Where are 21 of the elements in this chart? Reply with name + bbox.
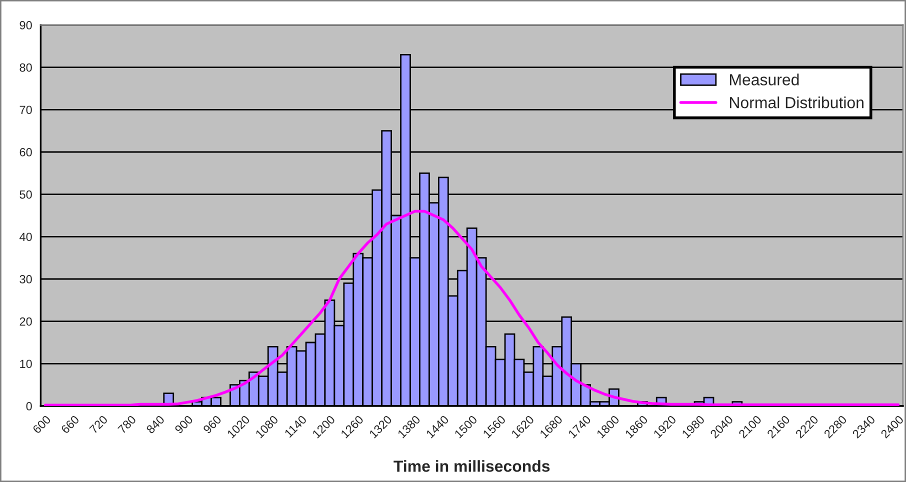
y-tick-label: 70 — [20, 106, 32, 114]
x-tick-label: 600 — [32, 414, 52, 434]
y-tick-label: 60 — [20, 148, 32, 156]
x-tick-label: 780 — [117, 414, 137, 434]
x-axis-title: Time in milliseconds — [394, 460, 550, 472]
y-tick-label: 80 — [20, 63, 32, 72]
x-tick-label: 900 — [174, 414, 194, 434]
x-tick-label: 660 — [60, 414, 80, 434]
x-tick-label: 720 — [89, 414, 108, 434]
y-tick-label: 0 — [26, 402, 32, 410]
y-tick-label: 10 — [20, 360, 32, 368]
line-series — [44, 210, 900, 406]
y-tick-label: 20 — [20, 317, 32, 326]
y-tick-label: 90 — [20, 21, 32, 30]
x-tick-label: 960 — [202, 414, 222, 434]
x-tick-label: 840 — [146, 414, 165, 434]
legend-label: Measured — [730, 74, 799, 86]
legend-label: Normal Distribution — [730, 96, 864, 108]
y-tick-label: 40 — [20, 232, 32, 242]
y-tick-label: 30 — [20, 275, 32, 284]
y-tick-label: 50 — [20, 190, 32, 199]
